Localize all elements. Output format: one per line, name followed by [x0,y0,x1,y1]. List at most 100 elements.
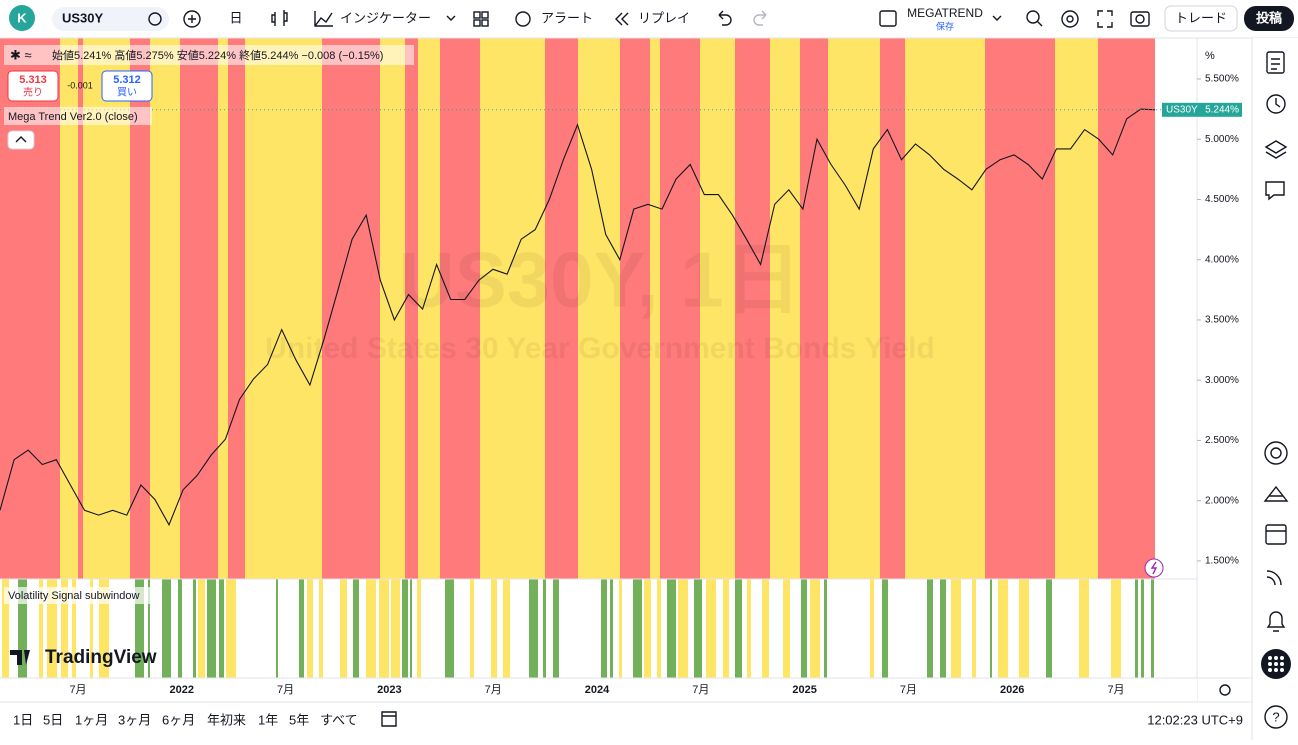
layout-chevron[interactable] [992,15,1002,21]
signal-bar [353,579,359,678]
signal-bar [39,579,43,678]
trend-band [60,38,78,579]
layout-icon[interactable] [879,10,897,27]
trend-band [83,38,130,579]
compare-plus [188,15,196,23]
signal-bar [882,579,888,678]
redo-button[interactable] [753,10,767,26]
undo-button[interactable] [718,10,732,26]
signal-bar [491,579,497,678]
calendar-button[interactable] [1265,524,1287,545]
replay-icon[interactable] [615,12,629,26]
y-tick-label: 3.000% [1205,375,1239,386]
trend-band [660,38,700,579]
trade-button[interactable] [1164,5,1238,32]
time-axis-bg [0,678,1197,702]
x-tick-label: 2026 [1000,684,1024,696]
indicators-button[interactable]: インジケーター [340,10,431,25]
signal-bar [990,579,992,678]
fullscreen-button[interactable] [1097,10,1113,28]
settings-center [1066,15,1074,23]
templates-icon[interactable] [473,11,481,19]
signal-bar [644,579,651,678]
pine-button[interactable] [1263,485,1289,502]
indicators-chevron[interactable] [446,15,456,21]
sell-button[interactable] [7,70,59,102]
signal-bar [951,579,961,678]
range-button[interactable]: 1ヶ月 [75,712,108,727]
trend-band [245,38,322,579]
signal-bar [503,579,510,678]
signal-bar [99,579,109,678]
quick-search-handle [1036,20,1043,27]
last-price-tag [1162,102,1242,117]
signal-bar [402,579,408,678]
legend-icon[interactable]: ✱ ≈ [10,47,32,62]
x-tick-label: 7月 [692,684,709,696]
trend-band [418,38,440,579]
quick-search-button[interactable] [1026,10,1040,24]
signal-bar [1079,579,1089,678]
top-toolbar: K US30Y 日 インジケーター アラート リプレイ MEGATREND 保存… [0,0,1298,39]
logo-text[interactable]: TradingView [45,647,157,668]
price-line [0,108,1156,527]
sell-label: 売り [23,86,43,99]
range-button[interactable]: 6ヶ月 [162,712,195,727]
buy-price: 5.312 [113,74,141,86]
trend-band [700,38,735,579]
collapse-legend[interactable] [7,130,35,150]
trend-band [0,38,60,579]
publish-button[interactable] [1244,6,1294,31]
help-mark: ? [1272,709,1279,724]
trend-band [735,38,770,579]
signal-bar [340,579,347,678]
watchlist-button[interactable] [1266,51,1285,74]
layers-button[interactable] [1264,140,1288,159]
trend-band [1098,38,1122,579]
snapshot-button[interactable] [1130,11,1150,27]
replay-button[interactable]: リプレイ [638,10,690,25]
chat-button[interactable] [1265,181,1285,201]
range-button[interactable]: 5年 [289,712,309,727]
indicator-name[interactable]: Mega Trend Ver2.0 (close) [8,111,138,123]
indicators-icon[interactable] [314,11,333,27]
signal-bar [529,579,538,678]
signal-bar [998,579,1008,678]
signal-bar [783,579,790,678]
signal-bar [72,579,76,678]
ideas-button[interactable] [1264,441,1288,465]
interval-button[interactable]: 日 [229,10,242,25]
buy-button[interactable] [101,70,153,102]
goto-date-button[interactable] [381,711,397,727]
symbol-search[interactable] [52,7,169,31]
range-button[interactable]: 5日 [43,712,63,727]
watermark-symbol: US30Y, 1日 [398,236,801,324]
help-button[interactable] [1264,705,1288,729]
axis-settings[interactable] [1219,684,1231,696]
compare-button[interactable] [183,10,201,28]
symbol: US30Y [62,10,104,25]
settings-button[interactable] [1061,10,1079,28]
range-button[interactable]: 1日 [13,712,33,727]
alert-icon[interactable] [515,11,531,27]
alerts-button[interactable] [1266,94,1286,114]
news-button[interactable] [1266,570,1282,586]
signal-bar [657,579,661,678]
signal-bar [870,579,874,678]
alert-button[interactable]: アラート [541,10,593,25]
layout-name[interactable]: MEGATREND [907,6,983,20]
avatar[interactable] [9,5,35,31]
signal-bar [706,579,716,678]
watermark-description: United States 30 Year Government Bonds Y… [265,332,935,365]
range-button[interactable]: 3ヶ月 [118,712,151,727]
signal-bar [319,579,323,678]
range-button[interactable]: 年初来 [207,712,246,727]
symbol-add-icon[interactable] [148,12,162,26]
chart-type-button[interactable] [271,10,288,26]
notifications-button[interactable] [1266,611,1286,632]
signal-bar [824,579,827,678]
signal-bar [747,579,751,678]
signal-bar [1135,579,1138,678]
range-button[interactable]: すべて [320,712,358,727]
range-button[interactable]: 1年 [258,712,278,727]
